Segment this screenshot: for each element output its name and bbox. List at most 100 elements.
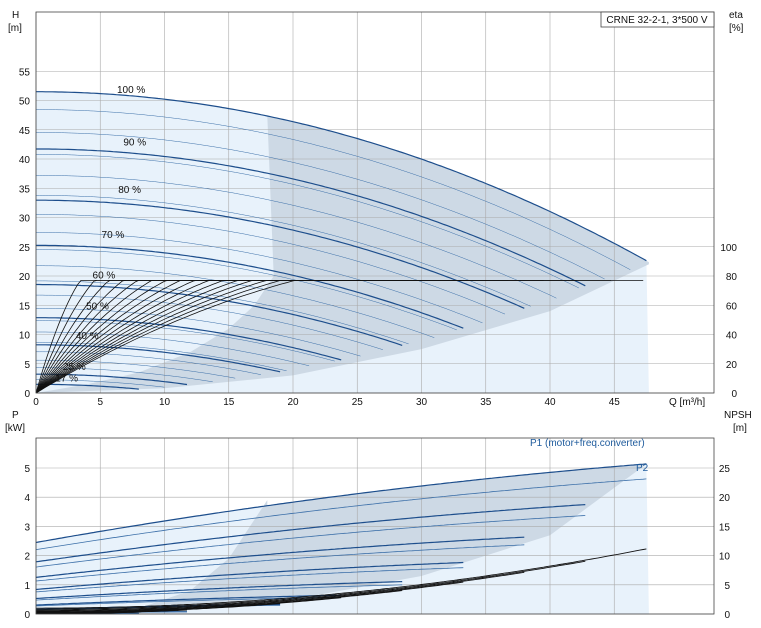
p1-curve xyxy=(36,463,647,544)
speed-labels: 100 % 90 % 80 % 70 % 60 % 50 % 40 % 25 %17 % xyxy=(55,85,146,384)
speed-label: 40 % xyxy=(76,331,99,342)
npsh-tick-label: 0 xyxy=(724,610,730,621)
thin-head-curve xyxy=(36,280,409,345)
y-right-unit-top: [%] xyxy=(729,23,744,34)
y-tick-label: 10 xyxy=(19,331,31,342)
thin-head-curve xyxy=(36,342,287,372)
thin-head-curve xyxy=(36,214,506,315)
eta-tick-label: 40 xyxy=(726,331,738,342)
speed-label: 90 % xyxy=(123,138,146,149)
y-tick-label: 35 xyxy=(19,184,31,195)
p2-series-label: P2 xyxy=(636,463,649,474)
npsh-curve xyxy=(36,597,342,613)
x-tick-label: 35 xyxy=(480,397,492,408)
p1-curve xyxy=(36,581,403,600)
y-left-label-bottom: P xyxy=(12,410,19,421)
y-tick-label: 0 xyxy=(24,389,30,400)
x-tick-label: 25 xyxy=(352,397,364,408)
x-tick-label: 20 xyxy=(287,397,299,408)
chart-title: CRNE 32-2-1, 3*500 V xyxy=(606,15,707,26)
npsh-curve xyxy=(36,603,281,614)
y-right-unit-bottom: [m] xyxy=(733,423,747,434)
p1-series-label: P1 (motor+freq.converter) xyxy=(530,438,645,449)
npsh-curve xyxy=(36,548,647,609)
head-efficiency-panel: 0 5 10 15 20 25 30 35 40 45 0 5 10 15 20 25 30 35 40 45 50 55… xyxy=(8,10,744,408)
bottom-plot-frame xyxy=(35,437,715,615)
thin-head-curve xyxy=(36,359,236,379)
speed-label: 100 % xyxy=(117,85,145,96)
thin-head-curve xyxy=(36,331,310,367)
x-axis-label: Q [m³/h] xyxy=(669,397,705,408)
head-curve xyxy=(36,344,281,373)
top-plot-frame xyxy=(35,11,715,394)
x-tick-label: 15 xyxy=(223,397,235,408)
npsh-tick-label: 5 xyxy=(724,581,730,592)
efficiency-curves xyxy=(36,280,644,393)
dark-power-region xyxy=(36,462,649,614)
y-tick-label: 15 xyxy=(19,301,31,312)
p2-curve xyxy=(36,515,586,568)
y-right-label-top: eta xyxy=(729,10,743,21)
p-tick-label: 1 xyxy=(24,581,30,592)
p-tick-label: 3 xyxy=(24,522,30,533)
head-curve xyxy=(36,317,342,361)
head-curve xyxy=(36,283,403,346)
speed-label: 17 % xyxy=(55,373,78,384)
head-curves xyxy=(36,91,647,390)
npsh-curve xyxy=(36,560,586,610)
head-curve xyxy=(36,91,647,262)
head-curve xyxy=(36,148,586,287)
npsh-tick-label: 10 xyxy=(719,552,731,563)
npsh-curve xyxy=(36,581,464,612)
p-tick-label: 5 xyxy=(24,464,30,475)
head-curve xyxy=(36,244,464,329)
power-npsh-panel: 0 1 2 3 4 5 0 5 10 15 20 25 P [kW] NPSH [m] P1 (mot… xyxy=(5,410,752,621)
thin-head-curve xyxy=(36,109,631,270)
head-curve xyxy=(36,199,525,309)
eta-tick-label: 0 xyxy=(731,389,737,400)
npsh-curve xyxy=(36,571,525,611)
thin-head-curve xyxy=(36,308,361,357)
thin-head-curve xyxy=(36,132,605,280)
speed-label: 60 % xyxy=(93,270,116,281)
p-tick-label: 4 xyxy=(24,493,30,504)
p2-curve xyxy=(36,544,525,582)
p1-curve xyxy=(36,594,342,606)
x-tick-label: 0 xyxy=(33,397,39,408)
thin-head-curve xyxy=(36,175,557,299)
y-tick-label: 25 xyxy=(19,243,31,254)
x-tick-label: 45 xyxy=(609,397,621,408)
thin-head-curve xyxy=(36,265,435,338)
y-tick-label: 20 xyxy=(19,272,31,283)
p2-curve xyxy=(36,584,403,601)
speed-label: 25 % xyxy=(63,362,86,373)
y-tick-label: 50 xyxy=(19,97,31,108)
y-tick-label: 30 xyxy=(19,214,31,225)
x-tick-label: 5 xyxy=(97,397,103,408)
eta-tick-label: 100 xyxy=(720,243,737,254)
thin-head-curve xyxy=(36,320,335,362)
p1-curve xyxy=(36,561,464,591)
speed-label: 70 % xyxy=(102,230,125,241)
npsh-tick-label: 25 xyxy=(719,464,731,475)
dark-operating-region xyxy=(36,116,649,393)
x-tick-label: 30 xyxy=(416,397,428,408)
p2-curve xyxy=(36,478,647,550)
head-curve xyxy=(36,383,139,390)
npsh-curves xyxy=(36,548,647,614)
efficiency-curve xyxy=(36,280,644,393)
thin-head-curve xyxy=(36,195,531,307)
thin-head-curve xyxy=(36,154,580,289)
thin-head-curve xyxy=(36,351,261,375)
y-left-unit-top: [m] xyxy=(8,23,22,34)
y-right-label-bottom: NPSH xyxy=(724,410,752,421)
x-tick-label: 40 xyxy=(544,397,556,408)
p1-curve xyxy=(36,504,586,563)
y-tick-label: 55 xyxy=(19,67,31,78)
p-tick-label: 2 xyxy=(24,552,30,563)
speed-label: 50 % xyxy=(86,301,109,312)
thin-head-curve xyxy=(36,232,483,324)
eta-tick-label: 80 xyxy=(726,272,738,283)
y-tick-label: 5 xyxy=(24,360,30,371)
bottom-tick-labels: 0 1 2 3 4 5 0 5 10 15 20 25 xyxy=(24,464,730,621)
